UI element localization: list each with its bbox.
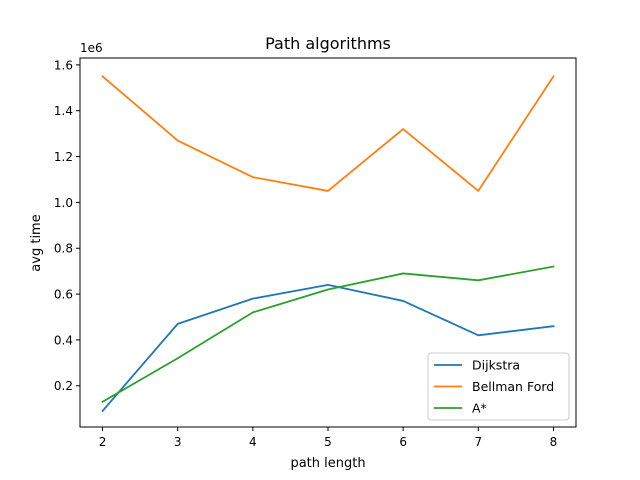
series-line-bellman-ford [101,75,555,192]
x-tick-label: 2 [99,435,107,449]
series-line-a [101,265,555,404]
plot-frame [79,57,577,428]
x-tick-label: 8 [550,435,558,449]
y-tick-label: 0.2 [54,379,73,393]
y-tick-label: 1.6 [54,58,73,72]
x-axis-label: path length [290,456,365,471]
y-tick-label: 0.4 [54,333,73,347]
x-tick-label: 5 [324,435,332,449]
axis-ticks: 2 3 4 5 6 7 8 0.2 0.4 0.6 0.8 1.0 1.2 1.4 1.6 [54,58,557,449]
legend-label-dijkstra: Dijkstra [472,358,520,373]
y-tick-label: 0.8 [54,242,73,256]
legend-box [427,352,570,421]
legend-label-bellman-ford: Bellman Ford [472,379,554,394]
y-tick-label: 1.2 [54,150,73,164]
x-tick-label: 3 [174,435,182,449]
x-tick-label: 6 [399,435,407,449]
legend-label-a: A* [472,401,487,416]
chart-title: Path algorithms [265,34,391,53]
series-lines [101,75,555,413]
x-tick-label: 4 [249,435,257,449]
y-tick-label: 1.4 [54,104,73,118]
y-axis-label: avg time [29,214,44,271]
y-tick-label: 1.0 [54,196,73,210]
x-tick-label: 7 [474,435,482,449]
series-line-dijkstra [101,283,555,413]
y-tick-label: 0.6 [54,288,73,302]
y-offset-label: 1e6 [80,41,103,55]
legend: Dijkstra Bellman Ford A* [427,352,570,421]
